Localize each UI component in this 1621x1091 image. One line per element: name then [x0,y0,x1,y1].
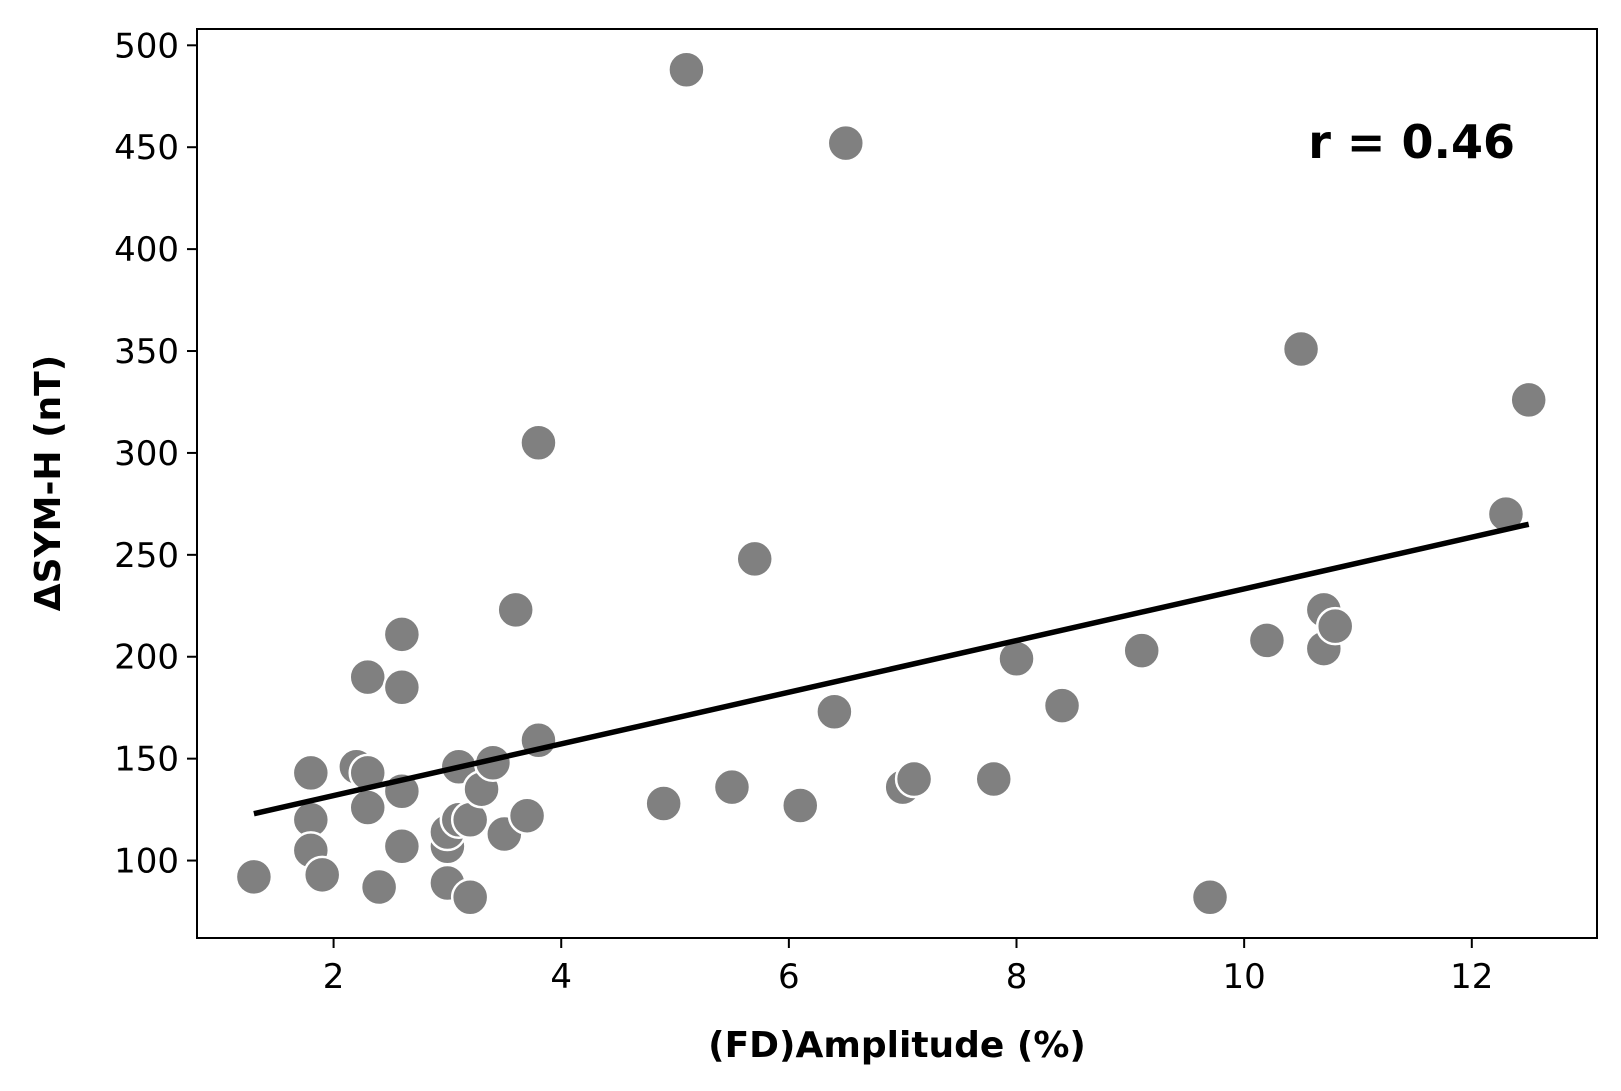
data-point [302,855,342,895]
data-point [382,827,422,866]
y-tick-label: 200 [114,638,179,678]
plot-frame [196,28,1598,939]
y-tick-label: 150 [114,740,179,780]
data-point [781,786,820,825]
data-point [1247,621,1287,660]
y-tick-label: 400 [114,230,179,270]
data-point [826,123,866,163]
y-tick-label: 250 [114,536,179,576]
data-point [644,784,683,823]
y-axis-ticks: 100 150 200 250 300 350 400 450 500 [114,26,197,882]
data-point [1281,329,1321,369]
data-point [519,423,558,462]
data-point [348,657,387,697]
data-point [1190,877,1230,917]
data-point [815,692,854,732]
regression-line [253,521,1530,817]
y-tick-label: 350 [114,332,179,372]
data-point [359,867,399,907]
data-point [450,877,490,917]
data-point [735,539,774,579]
data-point [894,759,934,799]
data-point [712,767,752,807]
data-point [507,796,547,835]
x-tick-label: 12 [1450,957,1493,997]
x-axis-title: (FD)Amplitude (%) [708,1025,1086,1066]
data-point [234,857,274,897]
y-tick-label: 300 [114,434,179,474]
y-axis-title: ΔSYM-H (nT) [28,355,69,611]
y-tick-label: 100 [114,842,179,882]
x-tick-label: 6 [778,957,800,997]
annotation-r: r = 0.46 [1308,115,1515,169]
y-tick-label: 450 [114,128,179,168]
data-point [1042,686,1082,725]
data-point [1122,631,1161,670]
x-tick-label: 10 [1223,957,1266,997]
x-axis-ticks: 2 4 6 8 10 12 [323,938,1493,997]
x-tick-label: 4 [550,957,572,997]
x-tick-label: 8 [1006,957,1028,997]
data-point [1509,380,1548,420]
data-point [291,753,331,793]
data-point [496,590,535,630]
data-point [348,788,387,827]
data-point [382,668,422,707]
data-point [974,759,1013,799]
data-point [382,615,422,654]
y-tick-label: 500 [114,26,179,66]
data-point [1315,606,1355,646]
data-point [667,50,706,90]
x-tick-label: 2 [323,957,345,997]
data-points [234,50,1548,917]
